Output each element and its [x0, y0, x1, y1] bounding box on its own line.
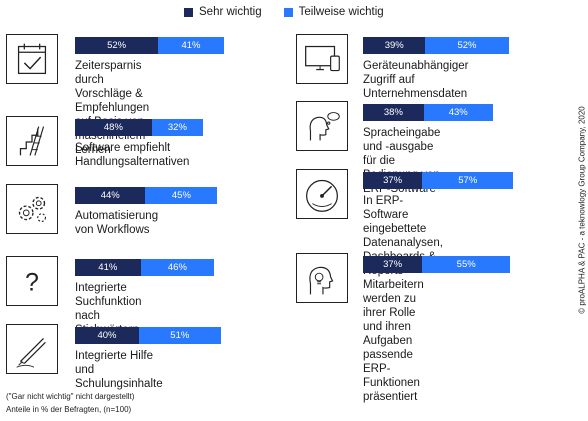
bar-segment-sehr-wichtig: 52% [75, 37, 159, 54]
lightbulb-head-icon [296, 253, 348, 303]
category-label-line: Funktionen präsentiert [363, 377, 420, 403]
category-label-line: Integrierte Hilfe und Schulungsinhalte [75, 350, 163, 390]
speaking-head-icon [296, 101, 348, 151]
legend-label-teilweise-wichtig: Teilweise wichtig [298, 6, 384, 18]
bar-segment-teilweise-wichtig: 51% [139, 327, 221, 344]
bar-segment-teilweise-wichtig: 45% [145, 187, 218, 204]
category-label-line: Integrierte Suchfunktion nach [75, 282, 142, 322]
legend-item-teilweise-wichtig: Teilweise wichtig [283, 6, 384, 18]
gauge-icon [296, 169, 348, 219]
category-label-line: Zeitersparnis durch Vorschläge & [75, 60, 143, 100]
bar-segment-teilweise-wichtig: 46% [140, 259, 215, 276]
category-label-line: Geräteunabhängiger Zugriff auf [363, 60, 469, 86]
legend-label-sehr-wichtig: Sehr wichtig [199, 6, 262, 18]
bar-segment-teilweise-wichtig: 43% [423, 104, 493, 121]
category-label: Geräteunabhängiger Zugriff auf Unternehme… [363, 59, 469, 101]
question-mark-icon: ? [6, 256, 58, 306]
stacked-bar: 37% 57% [363, 172, 514, 189]
bar-segment-sehr-wichtig: 48% [75, 119, 152, 136]
devices-icon [296, 34, 348, 84]
legend-swatch-teilweise-wichtig [283, 7, 293, 17]
bar-segment-teilweise-wichtig: 41% [158, 37, 224, 54]
category-label-line: Automatisierung von Workflows [75, 210, 159, 236]
category-label: Software empfiehlt Handlungsalternativen [75, 141, 189, 169]
gears-icon [6, 184, 58, 234]
stacked-bar: 52% 41% [75, 37, 224, 54]
category-label: Mitarbeitern werden zu ihrer Rolle und ih… [363, 278, 424, 404]
legend-swatch-sehr-wichtig [184, 7, 193, 17]
pen-icon [6, 324, 58, 374]
bar-segment-teilweise-wichtig: 55% [422, 256, 511, 273]
category-label-line: Software empfiehlt [75, 142, 171, 154]
stacked-bar: 48% 32% [75, 119, 203, 136]
category-label: Integrierte Hilfe und Schulungsinhalte [75, 349, 163, 391]
bar-segment-sehr-wichtig: 44% [75, 187, 146, 204]
category-label: Integrierte Suchfunktion nachStichwörter… [75, 281, 142, 337]
category-label: Automatisierung von Workflows [75, 209, 158, 237]
stacked-bar: 38% 43% [363, 104, 493, 121]
category-label-line: und ihren Aufgaben passende ERP- [363, 321, 413, 375]
staircase-icon [6, 116, 58, 166]
stacked-bar: 44% 45% [75, 187, 218, 204]
footnote: ("Gar nicht wichtig" nicht dargestellt) [6, 392, 135, 401]
bar-segment-teilweise-wichtig: 57% [422, 172, 514, 189]
category-label-line: Mitarbeitern werden zu ihrer Rolle [363, 279, 424, 319]
svg-text:?: ? [25, 269, 39, 297]
bar-segment-teilweise-wichtig: 52% [425, 37, 509, 54]
bar-segment-teilweise-wichtig: 32% [151, 119, 203, 136]
category-label-line: Handlungsalternativen [75, 156, 190, 168]
base-note: Anteile in % der Befragten, (n=100) [6, 405, 132, 414]
stacked-bar: 41% 46% [75, 259, 215, 276]
bar-segment-sehr-wichtig: 37% [363, 172, 423, 189]
category-label-line: Spracheingabe und -ausgabe für die [363, 127, 441, 167]
bar-segment-sehr-wichtig: 37% [363, 256, 423, 273]
stacked-bar: 39% 52% [363, 37, 509, 54]
bar-segment-sehr-wichtig: 40% [75, 327, 139, 344]
bar-segment-sehr-wichtig: 39% [363, 37, 426, 54]
bar-segment-sehr-wichtig: 38% [363, 104, 424, 121]
chart-legend: Sehr wichtig Teilweise wichtig [184, 6, 406, 18]
stacked-bar: 40% 51% [75, 327, 221, 344]
stacked-bar: 37% 55% [363, 256, 511, 273]
category-label-line: In ERP-Software eingebettete [363, 195, 427, 235]
copyright-note: © proALPHA & PAC - a teknowlogy Group Co… [577, 106, 587, 314]
legend-item-sehr-wichtig: Sehr wichtig [184, 6, 262, 18]
category-label-line: Unternehmensdaten [363, 88, 468, 100]
calendar-check-icon [6, 34, 58, 84]
bar-segment-sehr-wichtig: 41% [75, 259, 141, 276]
